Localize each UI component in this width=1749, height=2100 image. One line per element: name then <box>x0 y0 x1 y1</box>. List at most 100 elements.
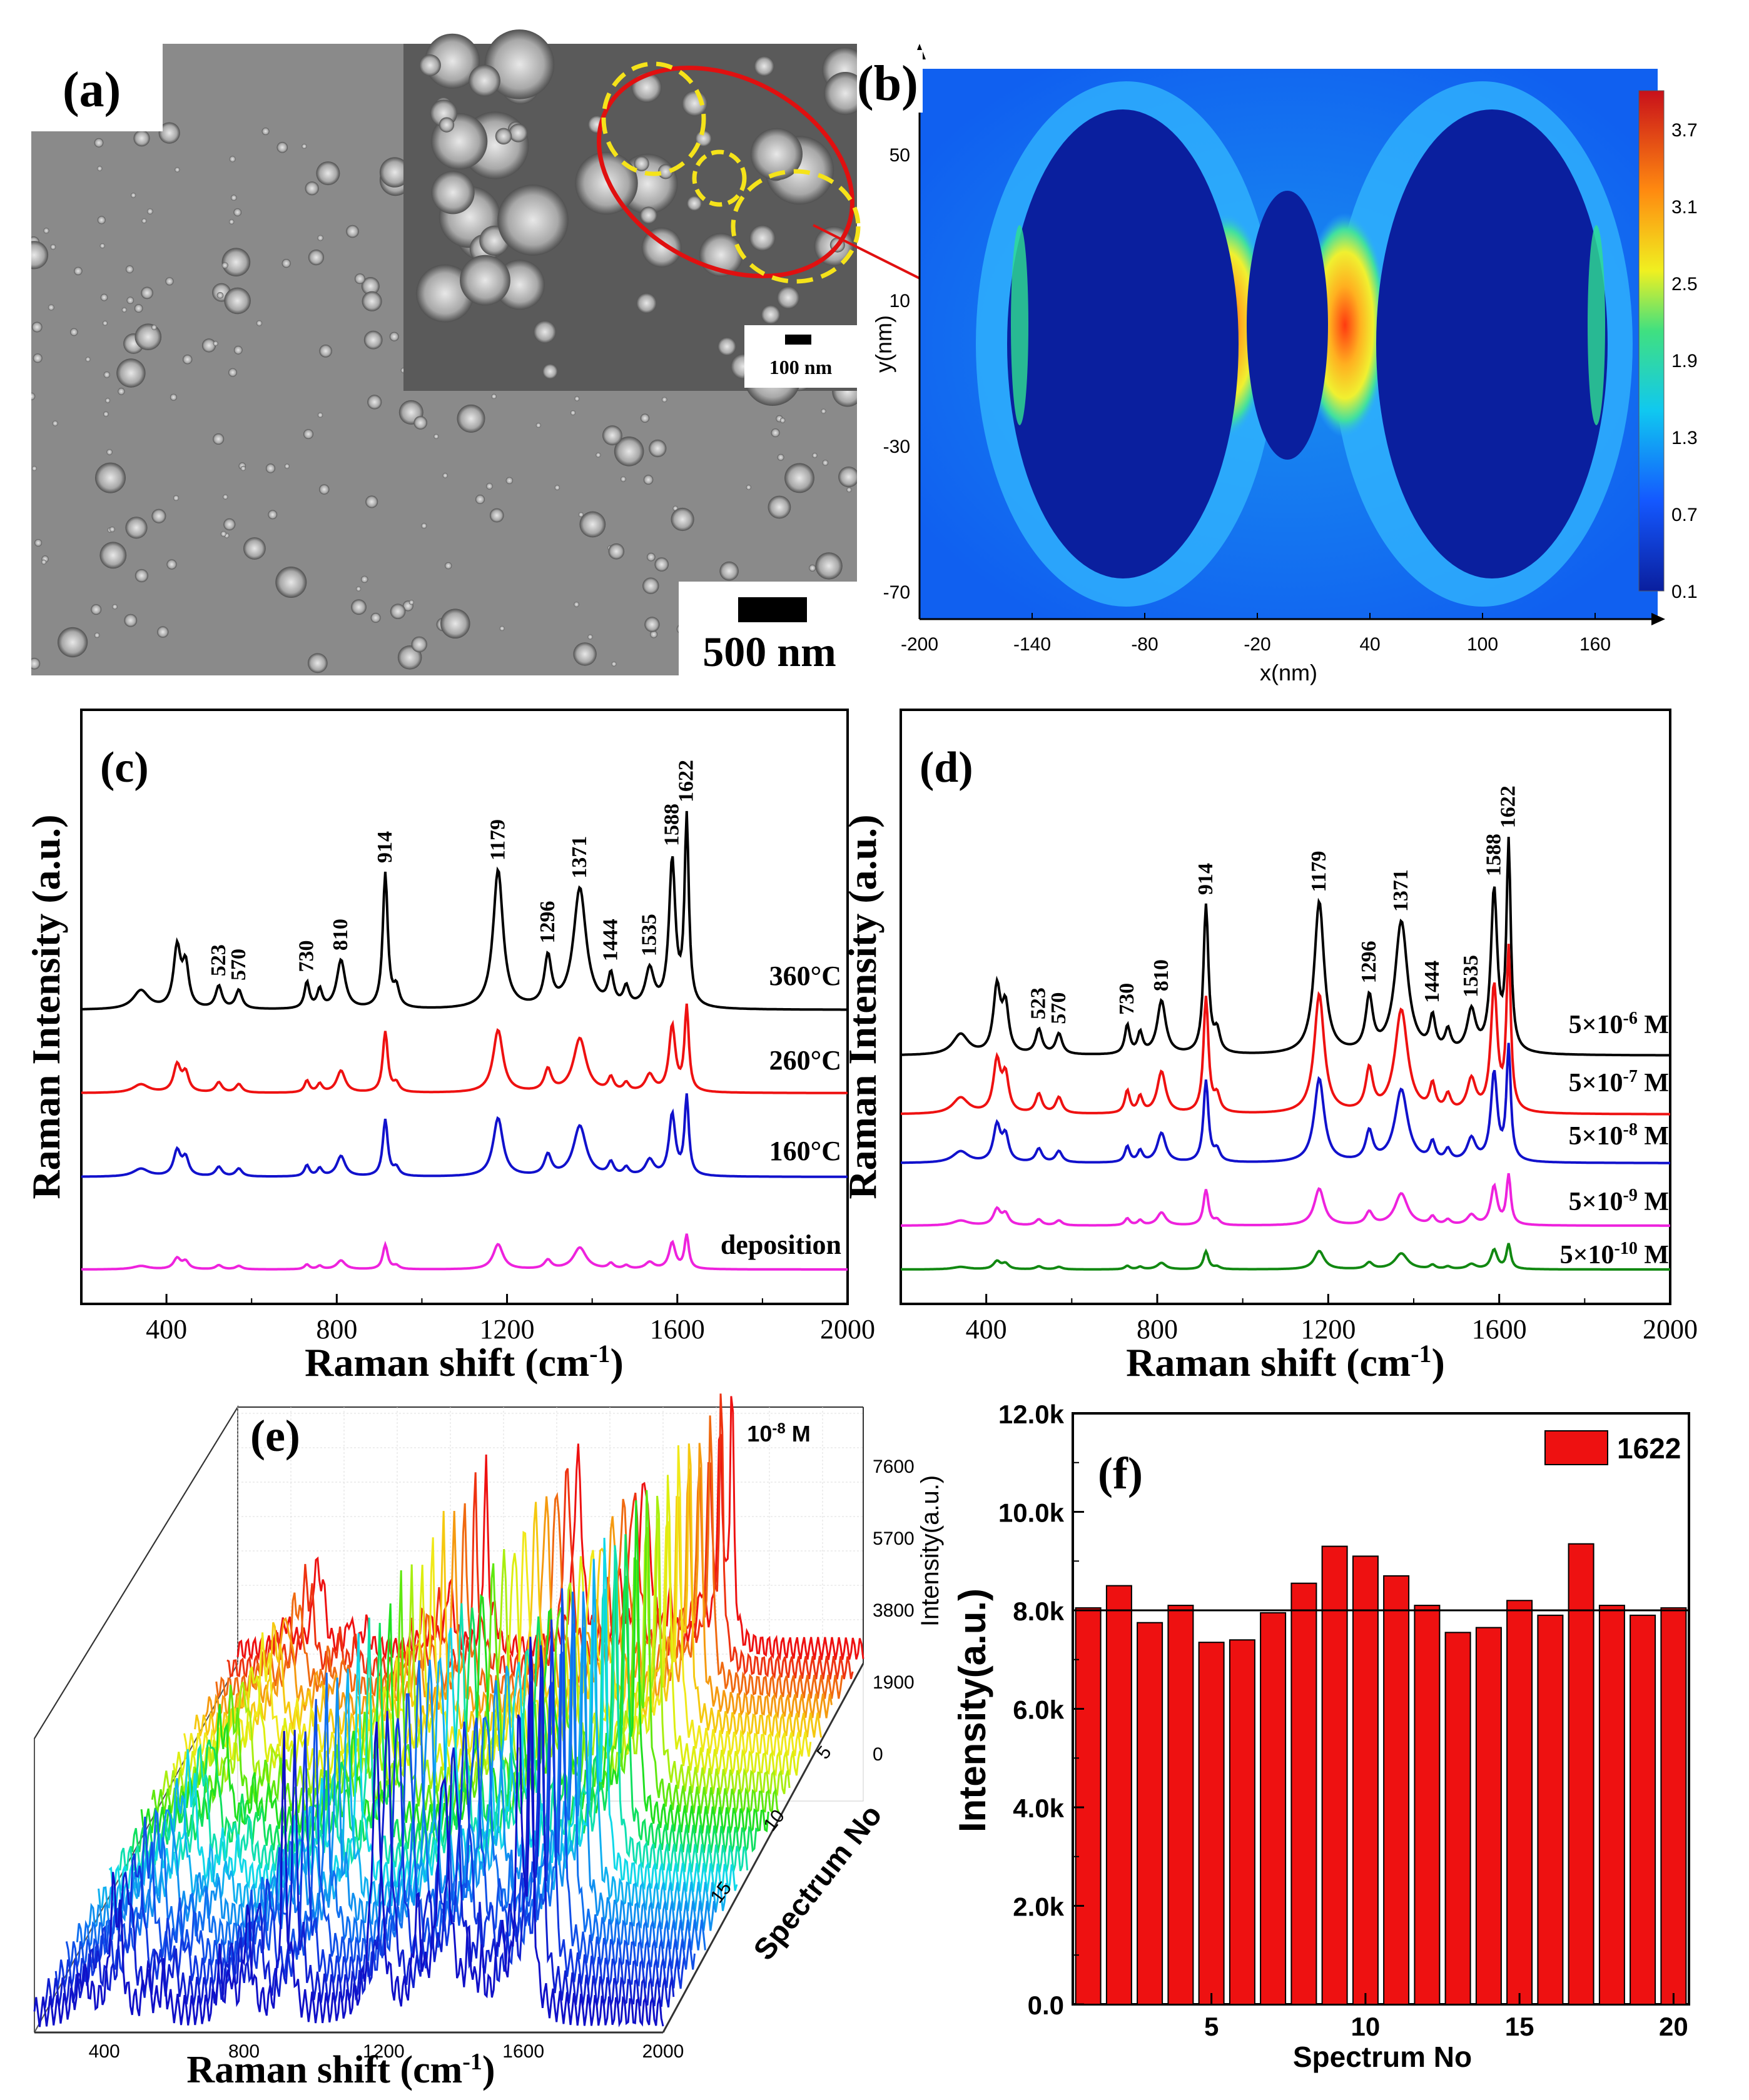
sem-grain <box>445 562 452 570</box>
sem-grain <box>505 477 514 485</box>
sem-grain <box>43 228 49 234</box>
b-x-tick-label: -140 <box>1013 634 1051 655</box>
sem-grain <box>99 542 127 569</box>
colorbar-tick-label: 1.9 <box>1671 351 1698 371</box>
e-z-label: Intensity(a.u.) <box>916 1475 944 1627</box>
sem-grain <box>112 604 118 610</box>
sem-grain <box>351 599 367 615</box>
sem-grain <box>307 653 328 674</box>
b-y-tick-label: 10 <box>890 291 910 311</box>
d-curves <box>900 837 1670 1271</box>
sem-inset-grain <box>777 286 800 309</box>
b-y-tick-label: -70 <box>883 582 910 603</box>
colorbar-tick-label: 2.5 <box>1671 274 1698 295</box>
peak-label: 1371 <box>568 836 591 879</box>
sem-grain <box>642 577 659 594</box>
sem-grain <box>768 495 791 519</box>
label-b-box <box>857 50 923 113</box>
sem-grain <box>31 241 49 270</box>
peak-label: 1622 <box>675 760 698 802</box>
f-legend-label: 1622 <box>1617 1432 1681 1465</box>
spectrum-line <box>901 1243 1670 1271</box>
f-bar <box>1475 1627 1502 2006</box>
panel-label-d: (d) <box>920 744 973 792</box>
panel-label-a: (a) <box>63 63 121 118</box>
sem-grain <box>116 358 146 388</box>
panel-label-c: (c) <box>100 744 149 792</box>
f-bar <box>1537 1614 1564 2005</box>
sem-grain <box>365 495 378 508</box>
f-bar <box>1660 1607 1687 2006</box>
sem-grain <box>389 331 399 341</box>
sem-grain <box>363 330 383 350</box>
b-x-ticks: -200 -140 -80 -20 40 100 160 <box>901 613 1611 655</box>
sem-grain <box>354 273 365 285</box>
sem-grain <box>103 320 108 326</box>
b-x-arrow <box>1651 613 1665 625</box>
sem-inset-grain <box>695 130 712 147</box>
peak-label: 1535 <box>638 914 661 956</box>
sem-grain <box>596 452 601 458</box>
peak-label: 570 <box>227 949 250 981</box>
f-frame <box>1072 1412 1690 2006</box>
sem-grain <box>408 600 414 605</box>
d-x-label: Raman shift (cm-1) <box>1126 1340 1445 1385</box>
b-y-label: y(nm) <box>871 315 896 373</box>
sem-grain <box>216 292 224 299</box>
f-bar <box>1444 1632 1471 2005</box>
sem-inset-grain <box>749 225 776 251</box>
sem-grain <box>779 417 786 423</box>
series-label: 360°C <box>769 961 841 991</box>
x-tick-label: 800 <box>1137 1314 1178 1345</box>
d-x-ticks: 400 800 1200 1600 2000 <box>900 1294 1698 1345</box>
sem-grain <box>411 636 427 653</box>
sem-grain <box>719 561 739 581</box>
d-series-labels: 5×10-6 M 5×10-7 M 5×10-8 M 5×10-9 M 5×10-10 … <box>1560 1009 1669 1270</box>
sem-grain <box>815 552 843 580</box>
sem-grain <box>654 557 669 572</box>
series-label: 5×10-6 M <box>1569 1009 1669 1040</box>
sem-grain <box>442 473 448 478</box>
f-y-label: Intensity(a.u.) <box>951 1588 993 1832</box>
series-label: 260°C <box>769 1045 841 1076</box>
f-bar <box>1630 1614 1656 2005</box>
sem-grain <box>31 392 36 400</box>
d-y-label: Raman Intensity (a.u.) <box>840 814 885 1199</box>
sem-grain <box>118 388 125 395</box>
sem-inset-grain <box>431 171 475 215</box>
series-label: 5×10-9 M <box>1569 1186 1669 1217</box>
sem-grain <box>268 510 278 520</box>
sem-grain <box>809 564 816 572</box>
sem-grain <box>614 437 644 467</box>
sem-grain <box>228 368 237 377</box>
colorbar-tick-label: 0.7 <box>1671 505 1698 525</box>
sem-grain <box>213 341 218 346</box>
sem-grain <box>602 425 622 446</box>
sem-grain <box>173 495 180 502</box>
spectrum-line <box>900 1042 1670 1164</box>
sem-grain <box>578 512 584 517</box>
main-scale-label: 500 nm <box>702 628 836 675</box>
sem-grain <box>166 559 177 570</box>
dimer-circle-2 <box>692 149 747 207</box>
edge-left-glow <box>1011 225 1028 425</box>
sem-inset-grain <box>460 255 510 306</box>
sem-grain <box>379 157 410 188</box>
f-x-label: Spectrum No <box>1293 2041 1472 2073</box>
f-bar <box>1598 1605 1625 2006</box>
b-x-tick-label: -200 <box>901 634 938 655</box>
f-y-tick-label: 10.0k <box>998 1498 1065 1528</box>
f-bar <box>1137 1622 1163 2005</box>
sem-grain <box>97 166 103 171</box>
e-z-tick-label: 3800 <box>873 1600 915 1621</box>
x-tick-label: 800 <box>316 1314 357 1345</box>
sem-grain <box>233 345 243 355</box>
sem-grain <box>126 296 134 305</box>
series-label: 5×10-10 M <box>1560 1239 1669 1270</box>
b-x-tick-label: 100 <box>1467 634 1498 655</box>
sem-grain <box>486 483 493 490</box>
sem-grain <box>573 642 597 666</box>
peak-label: 1444 <box>599 919 622 961</box>
sem-grain <box>134 568 148 583</box>
